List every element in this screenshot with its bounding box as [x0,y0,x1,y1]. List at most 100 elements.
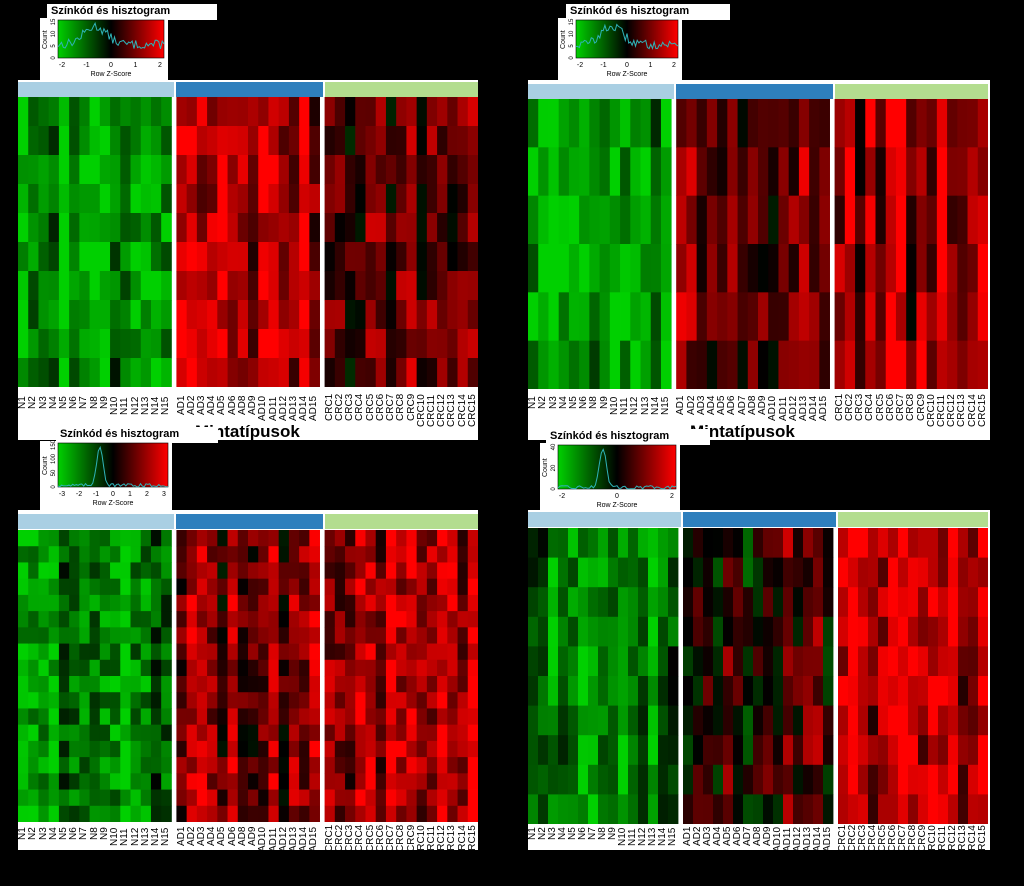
heatmap-cell [385,757,397,774]
heatmap-cell [217,184,228,214]
heatmap-cell [130,213,142,243]
heatmap-cell [89,643,101,661]
heatmap-cell [227,692,239,709]
heatmap-cell [48,643,60,661]
heatmap-cell [48,546,60,563]
heatmap-cell [120,97,131,127]
heatmap-cell [38,740,50,758]
heatmap-cell [783,587,794,618]
heatmap-cell [703,646,714,677]
column-label: N2 [27,396,39,409]
heatmap-cell [396,740,407,758]
heatmap-cell [375,773,387,790]
heatmap-cell [928,764,939,795]
heatmap-cell [334,757,346,774]
heatmap-cell [638,528,649,558]
heatmap-cell [207,740,218,758]
heatmap-cell [437,155,448,185]
heatmap-cell [426,546,438,563]
heatmap-cell [437,97,448,127]
heatmap-cell [28,692,39,709]
heatmap-cell [467,213,478,243]
heatmap-cell [355,611,366,628]
heatmap-cell [150,611,162,628]
heatmap-cell [548,528,559,558]
heatmap-cell [99,594,111,612]
row-label: CpG12 [483,710,515,722]
heatmap-cell [120,757,131,774]
heatmap-cell [99,708,111,726]
legend-xtick: -1 [600,62,606,69]
row-label: CpG13 [483,726,515,738]
heatmap-cell [385,773,397,790]
heatmap-cell [58,708,70,726]
column-label: AD10 [257,395,269,421]
heatmap-cell [385,562,397,580]
heatmap-cell [161,126,172,156]
heatmap-cell [110,708,121,726]
heatmap-cell [885,147,897,197]
heatmap-cell [618,557,629,588]
heatmap-cell [558,340,570,389]
heatmap-cell [58,184,70,214]
heatmap-cell [130,789,142,807]
heatmap-cell [237,530,249,547]
heatmap-cell [110,659,121,677]
heatmap-cell [426,184,438,214]
heatmap-cell [38,643,50,661]
heatmap-cell [568,646,579,677]
heatmap-cell [140,676,152,693]
heatmap-cell [248,659,259,677]
legend-xtick: -2 [76,491,82,498]
heatmap-cell [248,692,259,709]
heatmap-cell [723,794,734,824]
heatmap-cell [528,557,539,588]
heatmap-cell [693,646,704,677]
heatmap-cell [608,557,619,588]
heatmap-cell [89,155,101,185]
heatmap-cell [823,587,834,618]
heatmap-cell [58,724,70,742]
heatmap-cell [609,195,621,245]
heatmap-cell [99,578,111,596]
heatmap-cell [416,805,428,822]
heatmap-cell [355,757,366,774]
heatmap-cell [703,557,714,588]
heatmap-cell [918,676,929,706]
heatmap-cell [803,646,814,677]
heatmap-cell [38,594,50,612]
heatmap-cell [69,676,80,693]
heatmap-cell [258,97,269,127]
heatmap-cell [268,805,280,822]
heatmap-cell [406,562,418,580]
column-label: AD5 [216,826,228,846]
heatmap-cell [89,578,101,596]
heatmap-cell [908,735,919,766]
heatmap-cell [334,740,346,758]
heatmap-cell [120,184,131,214]
heatmap-cell [548,99,560,148]
heatmap-cell [447,242,458,272]
heatmap-cell [858,646,869,677]
heatmap-cell [396,329,407,359]
heatmap-cell [918,616,929,647]
heatmap-cell [38,659,50,677]
heatmap-cell [753,705,764,736]
row-label: CpG3 [993,213,1020,225]
heatmap-cell [28,740,39,758]
heatmap-cell [878,764,889,795]
heatmap-cell [608,616,619,647]
heatmap-cell [309,773,320,790]
heatmap-cell [345,611,356,628]
heatmap-cell [823,735,834,766]
heatmap-cell [237,358,249,387]
heatmap-cell [968,616,979,647]
heatmap-cell [385,659,397,677]
heatmap-cell [258,358,269,387]
heatmap-cell [396,242,407,272]
heatmap-cell [713,557,724,588]
heatmap-cell [130,659,142,677]
heatmap-cell [28,562,39,580]
heatmap-cell [110,594,121,612]
heatmap-cell [416,627,428,644]
